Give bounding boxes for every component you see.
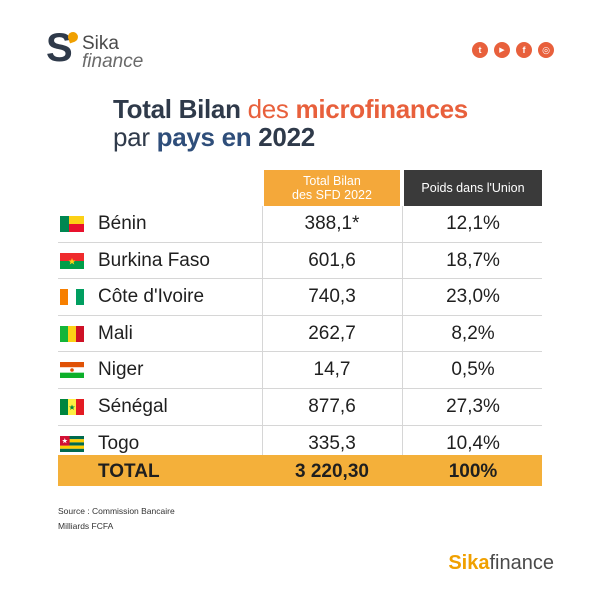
youtube-icon[interactable]: ▶: [494, 42, 510, 58]
title-total-bilan: Total Bilan: [113, 94, 248, 124]
twitter-icon[interactable]: t: [472, 42, 488, 58]
header-total-line2: des SFD 2022: [292, 188, 372, 202]
table-row: Mali 262,7 8,2%: [58, 316, 542, 353]
logo-dot: [66, 30, 80, 44]
table-body: Bénin 388,1* 12,1% Burkina Faso 601,6 18…: [58, 206, 542, 461]
title-des: des: [247, 94, 296, 124]
poids-value: 0,5%: [451, 359, 495, 381]
title-microfinances: microfinances: [295, 94, 469, 124]
table-row: Niger 14,7 0,5%: [58, 352, 542, 389]
column-header-poids: Poids dans l'Union: [404, 170, 542, 206]
title-year: 2022: [258, 122, 315, 152]
total-bilan-sum: 3 220,30: [295, 461, 369, 482]
unit-line: Milliards FCFA: [58, 521, 114, 531]
poids-value: 12,1%: [446, 213, 500, 234]
sikafinance-wordmark: Sikafinance: [448, 553, 554, 573]
total-label: TOTAL: [98, 461, 160, 482]
country-name: Sénégal: [98, 395, 168, 417]
mali-flag: [60, 325, 84, 342]
poids-value: 23,0%: [446, 286, 500, 308]
table-row: Sénégal 877,6 27,3%: [58, 389, 542, 426]
country-name: Niger: [98, 359, 144, 381]
page-title-line1: Total Bilan des microfinances: [113, 94, 468, 125]
country-name: Burkina Faso: [98, 249, 210, 271]
title-par: par: [113, 122, 157, 152]
logo-finance-text: finance: [82, 51, 144, 72]
table-row: Togo 335,3 10,4%: [58, 426, 542, 462]
poids-value: 18,7%: [446, 249, 500, 271]
niger-flag: [60, 362, 84, 379]
table-total-row: TOTAL 3 220,30 100%: [58, 455, 542, 486]
poids-value: 10,4%: [446, 432, 500, 454]
title-pays-en: pays en: [156, 122, 259, 152]
country-name: Côte d'Ivoire: [98, 286, 205, 308]
total-bilan-value: 877,6: [308, 395, 356, 417]
country-name: Mali: [98, 322, 133, 344]
senegal-flag: [60, 398, 84, 415]
total-bilan-value: 14,7: [313, 359, 351, 381]
benin-flag: [60, 216, 84, 232]
social-icons: t ▶ f ◎: [472, 42, 554, 58]
page-title-line2: par pays en 2022: [113, 122, 315, 153]
brand-sika: Sika: [448, 552, 490, 574]
table-row: Côte d'Ivoire 740,3 23,0%: [58, 279, 542, 316]
total-poids: 100%: [448, 461, 498, 482]
total-bilan-value: 388,1*: [304, 213, 360, 234]
total-bilan-value: 601,6: [308, 249, 356, 271]
logo-sika-text: Sika: [82, 33, 119, 54]
brand-finance: finance: [489, 552, 555, 574]
column-divider-1: [262, 206, 263, 455]
burkina-faso-flag: [60, 252, 84, 269]
country-name: Bénin: [98, 213, 147, 234]
total-bilan-value: 335,3: [308, 432, 356, 454]
poids-value: 8,2%: [451, 322, 495, 344]
total-bilan-value: 740,3: [308, 286, 356, 308]
table-row: Bénin 388,1* 12,1%: [58, 206, 542, 243]
source-note: Source : Commission Bancaire Milliards F…: [58, 504, 175, 534]
column-divider-2: [402, 206, 403, 455]
source-line: Source : Commission Bancaire: [58, 506, 175, 516]
instagram-icon[interactable]: ◎: [538, 42, 554, 58]
poids-value: 27,3%: [446, 395, 500, 417]
header-total-line1: Total Bilan: [303, 173, 361, 188]
table-row: Burkina Faso 601,6 18,7%: [58, 243, 542, 280]
cote-divoire-flag: [60, 289, 84, 306]
country-name: Togo: [98, 432, 140, 454]
total-bilan-value: 262,7: [308, 322, 356, 344]
sikafinance-logo: S Sika finance: [46, 28, 156, 76]
togo-flag: [60, 435, 84, 452]
column-header-total-bilan: Total Bilan des SFD 2022: [264, 170, 400, 206]
facebook-icon[interactable]: f: [516, 42, 532, 58]
